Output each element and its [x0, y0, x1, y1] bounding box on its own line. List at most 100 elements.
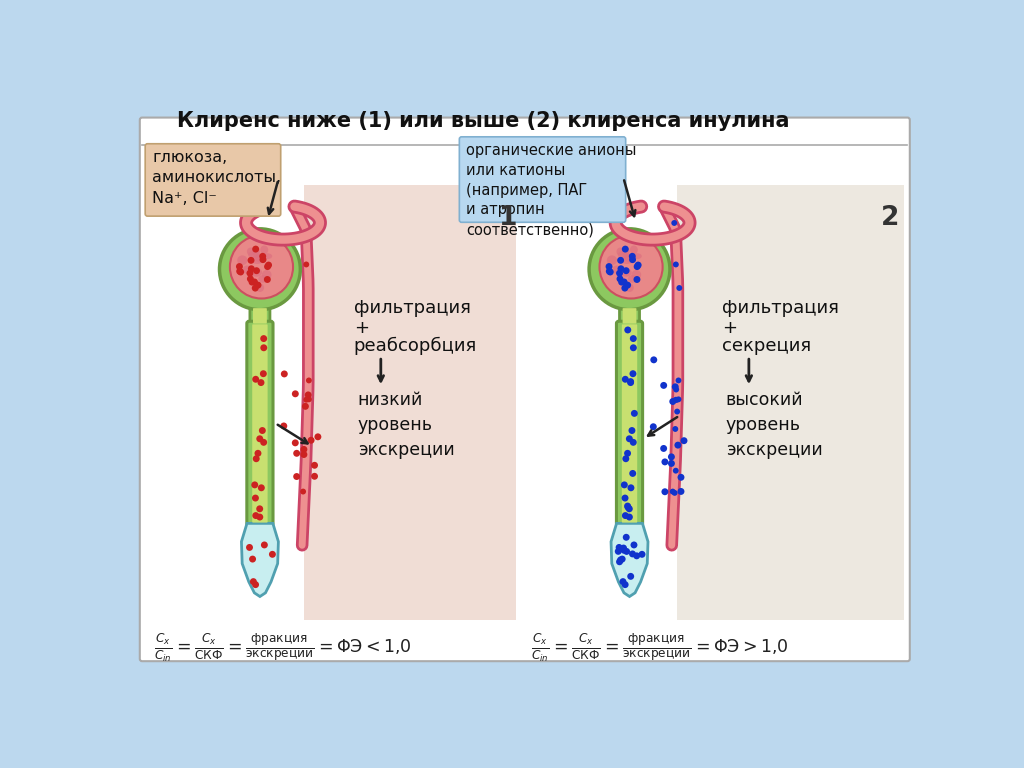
- Circle shape: [676, 396, 681, 402]
- Circle shape: [617, 257, 624, 263]
- Circle shape: [630, 344, 637, 351]
- Circle shape: [281, 422, 288, 429]
- Circle shape: [639, 551, 645, 558]
- Circle shape: [660, 445, 667, 452]
- Ellipse shape: [248, 251, 260, 258]
- Circle shape: [631, 541, 637, 548]
- Circle shape: [249, 279, 256, 286]
- Circle shape: [236, 263, 243, 270]
- Circle shape: [622, 376, 629, 382]
- Circle shape: [674, 397, 679, 403]
- Circle shape: [673, 235, 679, 241]
- Circle shape: [252, 581, 259, 588]
- Circle shape: [650, 423, 656, 430]
- Circle shape: [625, 282, 631, 289]
- Circle shape: [673, 468, 679, 474]
- Circle shape: [627, 379, 634, 386]
- Circle shape: [269, 551, 275, 558]
- Circle shape: [314, 433, 322, 440]
- Ellipse shape: [632, 270, 641, 280]
- Circle shape: [247, 276, 254, 283]
- FancyBboxPatch shape: [620, 306, 640, 325]
- Circle shape: [618, 555, 626, 562]
- Ellipse shape: [607, 256, 617, 265]
- FancyBboxPatch shape: [252, 324, 267, 522]
- Ellipse shape: [599, 235, 663, 299]
- Circle shape: [621, 279, 628, 286]
- Circle shape: [293, 473, 300, 480]
- Circle shape: [622, 495, 629, 502]
- Circle shape: [621, 545, 627, 551]
- Ellipse shape: [263, 253, 272, 259]
- Circle shape: [621, 547, 628, 554]
- Circle shape: [293, 450, 300, 457]
- Circle shape: [630, 370, 637, 377]
- Polygon shape: [611, 523, 648, 597]
- Circle shape: [662, 458, 669, 465]
- FancyBboxPatch shape: [250, 306, 270, 325]
- Circle shape: [670, 398, 676, 405]
- Circle shape: [255, 450, 261, 457]
- Circle shape: [675, 442, 681, 449]
- Circle shape: [264, 276, 270, 283]
- FancyBboxPatch shape: [140, 118, 909, 661]
- Circle shape: [302, 403, 309, 410]
- Circle shape: [261, 541, 268, 548]
- Circle shape: [626, 505, 633, 512]
- Circle shape: [306, 396, 312, 402]
- Ellipse shape: [219, 229, 300, 310]
- Circle shape: [253, 267, 260, 274]
- Circle shape: [672, 220, 677, 226]
- Text: +: +: [354, 319, 369, 336]
- FancyBboxPatch shape: [247, 321, 273, 525]
- Circle shape: [629, 253, 636, 260]
- Circle shape: [670, 488, 676, 495]
- Circle shape: [300, 451, 307, 458]
- Circle shape: [257, 379, 264, 386]
- Circle shape: [629, 551, 636, 558]
- Circle shape: [673, 386, 679, 392]
- Text: +: +: [722, 319, 737, 336]
- Circle shape: [623, 267, 630, 274]
- Text: секреция: секреция: [722, 337, 811, 355]
- Circle shape: [631, 410, 638, 417]
- Circle shape: [300, 488, 306, 495]
- FancyBboxPatch shape: [253, 308, 267, 323]
- Circle shape: [292, 439, 299, 446]
- Circle shape: [249, 555, 256, 562]
- Circle shape: [248, 257, 255, 263]
- Ellipse shape: [628, 275, 638, 283]
- Text: Клиренс ниже (1) или выше (2) клиренса инулина: Клиренс ниже (1) или выше (2) клиренса и…: [177, 111, 790, 131]
- Ellipse shape: [621, 268, 632, 276]
- Circle shape: [678, 488, 684, 495]
- Text: реабсорбция: реабсорбция: [354, 337, 477, 356]
- Circle shape: [252, 512, 259, 519]
- Circle shape: [260, 370, 267, 377]
- Circle shape: [624, 548, 630, 555]
- Circle shape: [252, 285, 259, 292]
- Circle shape: [303, 235, 309, 241]
- Circle shape: [307, 437, 314, 444]
- Circle shape: [255, 282, 261, 289]
- Circle shape: [673, 397, 679, 402]
- Text: глюкоза,
аминокислоты,
Na⁺, Cl⁻: глюкоза, аминокислоты, Na⁺, Cl⁻: [153, 150, 282, 206]
- Circle shape: [246, 544, 253, 551]
- Circle shape: [616, 270, 623, 276]
- Ellipse shape: [230, 235, 293, 299]
- Circle shape: [681, 437, 687, 444]
- Circle shape: [625, 326, 631, 333]
- Circle shape: [660, 382, 668, 389]
- Circle shape: [260, 344, 267, 351]
- Text: фильтрация: фильтрация: [722, 299, 839, 316]
- FancyBboxPatch shape: [304, 185, 515, 621]
- Circle shape: [292, 390, 299, 397]
- Circle shape: [607, 269, 613, 276]
- Circle shape: [303, 397, 309, 402]
- Circle shape: [629, 257, 636, 263]
- FancyBboxPatch shape: [677, 185, 904, 621]
- Circle shape: [668, 460, 675, 467]
- Circle shape: [622, 512, 629, 519]
- Circle shape: [258, 485, 265, 492]
- Text: высокий
уровень
экскреции: высокий уровень экскреции: [726, 391, 822, 459]
- Ellipse shape: [620, 255, 634, 264]
